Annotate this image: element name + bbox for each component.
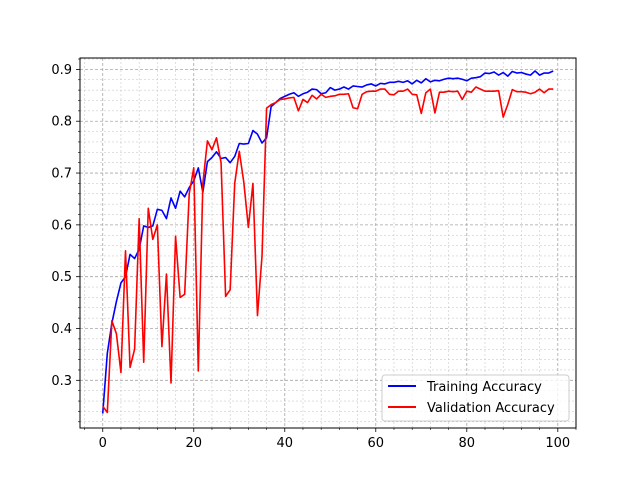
x-tick-label: 100 (545, 436, 570, 451)
y-tick-label: 0.5 (51, 270, 72, 285)
validation-accuracy-line (102, 86, 554, 414)
plot-frame (79, 57, 577, 429)
legend-label-validation: Validation Accuracy (427, 401, 555, 416)
legend-label-training: Training Accuracy (426, 380, 542, 395)
x-axis: 0 20 40 60 80 100 (84, 428, 577, 451)
y-tick-label: 0.8 (51, 115, 72, 130)
series-layer (101, 70, 554, 414)
y-tick-label: 0.4 (51, 322, 72, 337)
x-tick-label: 80 (459, 436, 476, 451)
y-tick-label: 0.7 (51, 167, 72, 182)
y-axis: 0.3 0.4 0.5 0.6 0.7 0.8 0.9 (51, 58, 80, 423)
legend: Training Accuracy Validation Accuracy (381, 374, 570, 422)
x-tick-label: 60 (368, 436, 385, 451)
plot-area (80, 58, 576, 428)
x-tick-label: 0 (99, 436, 107, 451)
x-tick-label: 40 (276, 436, 293, 451)
major-grid (80, 58, 576, 428)
y-tick-label: 0.6 (51, 218, 72, 233)
x-tick-label: 20 (185, 436, 202, 451)
y-tick-label: 0.3 (51, 374, 72, 389)
y-tick-label: 0.9 (51, 63, 72, 78)
legend-box (381, 374, 570, 422)
training-accuracy-line (101, 70, 554, 414)
